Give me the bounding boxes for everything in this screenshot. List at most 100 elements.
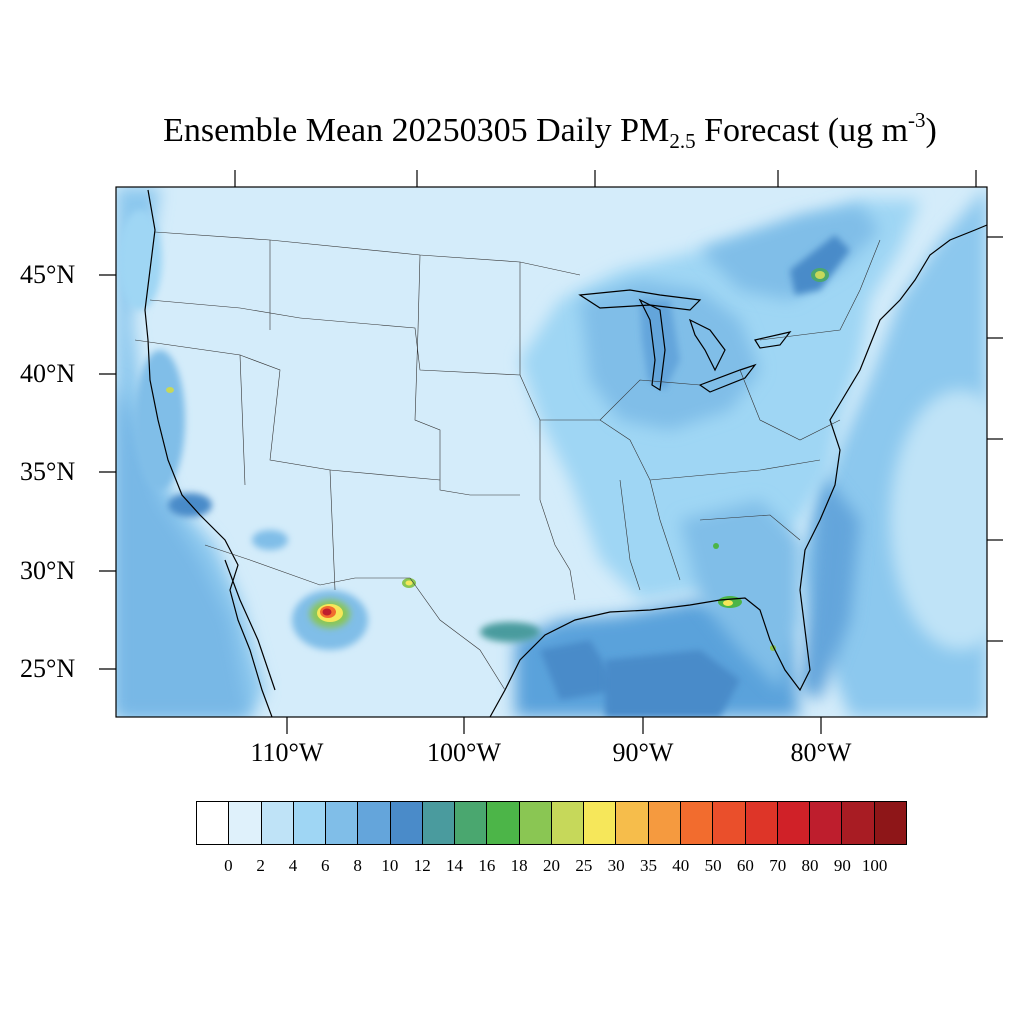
northeast-field (700, 205, 880, 300)
colorbar-box (648, 802, 681, 844)
lat-label-35n: 35°N (20, 457, 76, 486)
colorbar-box (197, 802, 230, 844)
colorbar-box (745, 802, 778, 844)
colorbar-label: 80 (801, 856, 819, 875)
tn-nc-border (649, 459, 821, 481)
colorbar-label: 16 (478, 856, 496, 875)
colorbar-label: 6 (321, 856, 330, 875)
title-prefix: Ensemble Mean 20250305 Daily PM (163, 112, 670, 149)
california-valley-field (135, 350, 185, 490)
colorbar-label: 100 (861, 856, 888, 875)
los-angeles-field (168, 493, 212, 517)
colorbar-label: 0 (224, 856, 233, 875)
colorbar-labels: 0 2 4 6 8 10 12 14 16 18 20 25 30 35 40 50 60 70 80 90 100 (196, 856, 907, 878)
colorbar-label: 2 (256, 856, 265, 875)
left-ticks (99, 274, 116, 670)
colorbar-box (551, 802, 585, 844)
lake-michigan-shore (638, 298, 666, 392)
colorbar-label: 8 (353, 856, 362, 875)
colorbar-label: 10 (381, 856, 399, 875)
lake-huron-shore (688, 318, 726, 372)
quebec-field (790, 235, 850, 295)
central-gulf-field (605, 650, 740, 717)
colorbar-box (713, 802, 746, 844)
top-ticks (234, 170, 977, 187)
big-bend-hotspot-yellow (405, 580, 413, 586)
us-mexico-border (204, 544, 506, 691)
pm25-field (116, 187, 987, 717)
atlantic-clean-patch (890, 390, 987, 650)
pacific-northwest-field (118, 210, 162, 310)
colorbar-label: 60 (736, 856, 754, 875)
colorbar-box (680, 802, 714, 844)
phoenix-field (252, 530, 288, 550)
colorbar-label: 4 (288, 856, 298, 875)
colorbar-label: 18 (510, 856, 528, 875)
pacific-coastline (144, 189, 273, 717)
lon-label-80w: 80°W (790, 738, 852, 767)
co-nm-border (329, 469, 441, 481)
colorbar-label: 40 (672, 856, 690, 875)
colorbar-box (584, 802, 617, 844)
mississippi-corridor (519, 262, 576, 601)
colorbar-label: 30 (607, 856, 625, 875)
gulf-atlantic-coastline (489, 224, 987, 717)
ms-al-border (619, 479, 641, 591)
map-title: Ensemble Mean 20250305 Daily PM2.5 Forec… (0, 110, 1024, 153)
colorbar-label: 50 (704, 856, 722, 875)
colorbar-box (358, 802, 391, 844)
colorbar-box (293, 802, 327, 844)
nevada-hotspot (166, 387, 174, 393)
colorbar-label: 14 (446, 856, 464, 875)
colorbar-label: 35 (639, 856, 657, 875)
georgia-hotspot (713, 543, 719, 549)
lat-label-40n: 40°N (20, 359, 76, 388)
colorbar (196, 801, 907, 845)
colorbar-box (616, 802, 649, 844)
colorbar-box (487, 802, 520, 844)
coastlines (144, 189, 987, 717)
lake-erie-shore (698, 363, 757, 393)
colorbar-label: 12 (413, 856, 431, 875)
south-texas-field (480, 622, 540, 642)
midsouth-border (540, 419, 681, 581)
colorbar-box (229, 802, 262, 844)
western-gulf-field (540, 640, 620, 700)
lat-label-30n: 30°N (20, 556, 76, 585)
plains-border (414, 254, 520, 496)
title-suffix: ) (925, 112, 937, 149)
state-boundaries (134, 231, 881, 691)
colorbar-label: 20 (543, 856, 560, 875)
va-md-border (739, 369, 841, 441)
colorbar-box (261, 802, 294, 844)
southeast-field (680, 500, 800, 690)
lake-superior-shore (578, 289, 702, 311)
bottom-ticks (286, 717, 822, 734)
colorbar-box (874, 802, 906, 844)
map-frame (115, 186, 988, 718)
title-subscript: 2.5 (669, 129, 696, 153)
ny-new-england-border (759, 239, 881, 341)
lat-label-45n: 45°N (20, 260, 76, 289)
quebec-hotspot-lime (815, 271, 825, 279)
colorbar-box (842, 802, 875, 844)
lake-ontario-shore (754, 331, 792, 349)
ohio-valley-border (599, 379, 701, 421)
colorbar-box (519, 802, 552, 844)
colorbar-box (422, 802, 456, 844)
ga-sc-border (699, 514, 801, 541)
lon-label-100w: 100°W (427, 738, 501, 767)
chihuahua-hotspot-red (322, 608, 332, 616)
colorbar-label: 90 (833, 856, 851, 875)
title-middle: Forecast (ug m (695, 112, 909, 149)
baja-inner-coastline (224, 559, 276, 691)
panhandle-hotspot-yellow (723, 600, 733, 606)
colorbar-box (390, 802, 423, 844)
colorbar-box (777, 802, 811, 844)
gulfstream-field (800, 470, 860, 700)
colorbar-box (455, 802, 488, 844)
title-superscript: -3 (908, 108, 926, 132)
colorbar-box (326, 802, 359, 844)
lon-label-110w: 110°W (250, 738, 324, 767)
